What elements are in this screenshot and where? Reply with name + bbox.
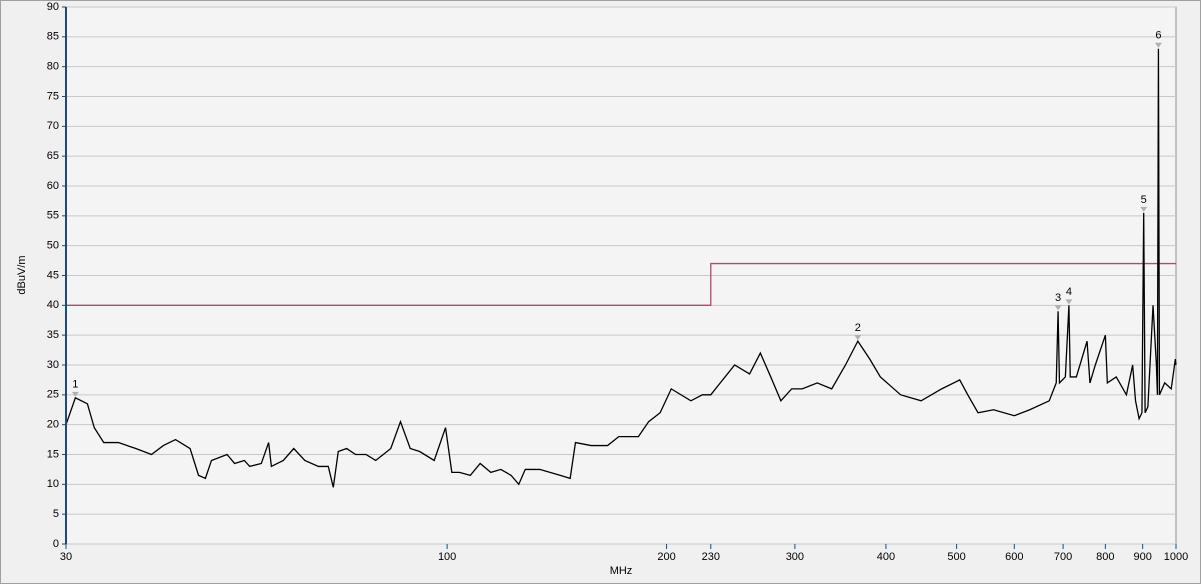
y-tick-label: 20: [47, 419, 59, 431]
x-tick-label: 100: [438, 551, 456, 563]
x-tick-label: 230: [702, 551, 720, 563]
y-tick-label: 60: [47, 180, 59, 192]
y-tick-label: 85: [47, 31, 59, 43]
x-tick-label: 30: [60, 551, 72, 563]
trace: [65, 48, 1177, 488]
x-tick-label: 300: [786, 551, 804, 563]
y-tick-label: 10: [47, 478, 59, 490]
y-tick-label: 90: [47, 1, 59, 13]
marker-label: 1: [72, 379, 78, 391]
x-tick-label: 900: [1133, 551, 1151, 563]
grid: [66, 6, 1176, 545]
y-tick-label: 65: [47, 150, 59, 162]
y-tick-label: 40: [47, 299, 59, 311]
marker: [1140, 206, 1148, 212]
marks: [65, 42, 1177, 488]
y-axis-label: dBuV/m: [16, 255, 28, 294]
y-tick-label: 80: [47, 61, 59, 73]
marker: [854, 335, 862, 341]
x-tick-label: 400: [877, 551, 895, 563]
marker-label: 4: [1066, 286, 1072, 298]
y-tick-label: 0: [53, 538, 59, 550]
y-tick-label: 25: [47, 389, 59, 401]
y-tick-label: 5: [53, 508, 59, 520]
y-tick-label: 70: [47, 120, 59, 132]
x-tick-label: 800: [1096, 551, 1114, 563]
x-tick-label: 600: [1005, 551, 1023, 563]
y-tick-label: 75: [47, 90, 59, 102]
marker: [1154, 42, 1162, 48]
marker-label: 3: [1055, 292, 1061, 304]
marker-label: 5: [1141, 194, 1147, 206]
x-axis-label: MHz: [610, 565, 633, 577]
y-tick-label: 55: [47, 210, 59, 222]
x-tick-label: 1000: [1164, 551, 1188, 563]
y-tick-label: 50: [47, 240, 59, 252]
y-tick-label: 35: [47, 329, 59, 341]
limit-line: [66, 262, 1176, 306]
marker: [1065, 299, 1073, 305]
marker-label: 2: [855, 322, 861, 334]
y-tick-label: 15: [47, 448, 59, 460]
x-tick-label: 200: [657, 551, 675, 563]
marker: [71, 391, 79, 397]
x-tick-label: 500: [947, 551, 965, 563]
y-tick-label: 30: [47, 359, 59, 371]
marker-label: 6: [1155, 30, 1161, 42]
marker: [1054, 305, 1062, 311]
y-tick-label: 45: [47, 269, 59, 281]
x-tick-label: 700: [1054, 551, 1072, 563]
